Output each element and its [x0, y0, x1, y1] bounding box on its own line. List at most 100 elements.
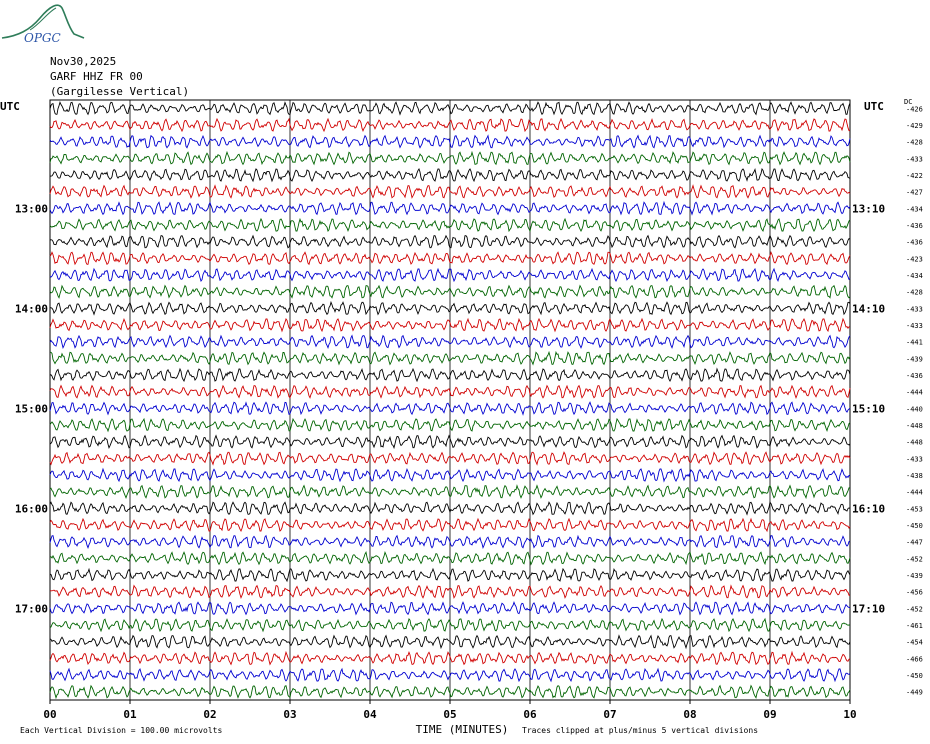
dc-offset-label: -444	[906, 389, 923, 397]
dc-offset-label: -448	[906, 422, 923, 430]
trace-line	[49, 684, 851, 700]
trace-line	[49, 401, 851, 416]
logo-text: OPGC	[24, 31, 61, 45]
trace-line	[49, 367, 851, 383]
trace-line	[49, 234, 851, 249]
x-tick-label: 02	[203, 708, 216, 721]
clipping-note: Traces clipped at plus/minus 5 vertical …	[522, 726, 758, 735]
left-utc-label: UTC	[0, 100, 20, 113]
dc-offset-label: -422	[906, 172, 923, 180]
right-utc-label: UTC	[864, 100, 884, 113]
x-tick-label: 06	[523, 708, 537, 721]
trace-line	[50, 350, 851, 366]
channel-name: GARF HHZ FR 00	[50, 70, 143, 83]
trace-line	[49, 551, 851, 566]
x-tick-label: 04	[363, 708, 377, 721]
dc-offset-label: -441	[906, 339, 923, 347]
left-hour-label: 17:00	[15, 602, 48, 615]
trace-line	[49, 650, 851, 666]
dc-offset-label: -436	[906, 222, 923, 230]
dc-offset-label: -466	[906, 655, 923, 663]
dc-offset-label: -444	[906, 489, 923, 497]
x-tick-label: 01	[123, 708, 137, 721]
dc-offset-label: -433	[906, 455, 923, 463]
x-tick-label: 07	[603, 708, 616, 721]
dc-offset-label: -456	[906, 589, 923, 597]
station-name: (Gargilesse Vertical)	[50, 85, 190, 98]
seismic-traces	[49, 101, 851, 700]
left-hour-label: 16:00	[15, 502, 48, 515]
trace-line	[49, 117, 850, 133]
dc-offset-label: -433	[906, 305, 923, 313]
trace-line	[49, 250, 851, 266]
dc-offset-label: -450	[906, 522, 923, 530]
dc-offset-label: -433	[906, 322, 923, 330]
right-hour-label: 16:10	[852, 502, 885, 515]
trace-line	[49, 617, 851, 633]
left-hour-label: 13:00	[15, 202, 48, 215]
x-tick-label: 08	[683, 708, 696, 721]
dc-offset-label: -429	[906, 122, 923, 130]
trace-line	[49, 501, 851, 516]
dc-offset-label: -447	[906, 539, 923, 547]
dc-offset-label: -452	[906, 605, 923, 613]
trace-line	[49, 267, 851, 283]
trace-line	[49, 384, 851, 400]
dc-offset-label: -454	[906, 639, 923, 647]
trace-line	[49, 184, 851, 199]
trace-line	[49, 317, 851, 333]
trace-line	[49, 334, 851, 350]
dc-offset-label: -453	[906, 505, 923, 513]
trace-line	[49, 300, 851, 316]
right-hour-label: 17:10	[852, 602, 885, 615]
dc-offset-label: -436	[906, 372, 923, 380]
trace-line	[49, 284, 851, 299]
left-hour-label: 14:00	[15, 302, 48, 315]
dc-offset-label: -450	[906, 672, 923, 680]
trace-line	[49, 217, 851, 233]
dc-offset-label: -427	[906, 189, 923, 197]
dc-offset-label: -438	[906, 472, 923, 480]
axis-labels: 00 01 02 03 04 05 06 07 08 09 10 -426 -429 -428 -433 -4…	[0, 98, 923, 736]
dc-offset-label: -433	[906, 155, 923, 163]
x-tick-label: 09	[763, 708, 776, 721]
trace-line	[49, 417, 851, 433]
plot-date: Nov30,2025	[50, 55, 117, 68]
dc-offset-label: -434	[906, 272, 923, 280]
trace-line	[49, 634, 851, 650]
x-tick-label: 00	[43, 708, 56, 721]
x-axis-label: TIME (MINUTES)	[416, 723, 509, 736]
trace-line	[49, 600, 851, 616]
dc-offset-label: -461	[906, 622, 923, 630]
trace-line	[49, 167, 851, 183]
trace-line	[49, 200, 851, 216]
dc-offset-label: -428	[906, 139, 923, 147]
dc-offset-label: -449	[906, 689, 923, 697]
right-hour-label: 14:10	[852, 302, 885, 315]
dc-offset-label: -434	[906, 205, 923, 213]
trace-line	[49, 467, 850, 483]
dc-offset-label: -439	[906, 572, 923, 580]
time-grid	[49, 99, 851, 704]
vertical-division-note: Each Vertical Division = 100.00 microvol…	[20, 726, 222, 735]
trace-line	[49, 484, 850, 500]
x-tick-label: 03	[283, 708, 296, 721]
dc-offset-label: -423	[906, 255, 923, 263]
trace-line	[49, 434, 851, 450]
dc-offset-label: -439	[906, 355, 923, 363]
trace-line	[49, 667, 851, 683]
trace-line	[49, 517, 851, 533]
dc-offset-label: -426	[906, 105, 923, 113]
dc-offset-label: -452	[906, 555, 923, 563]
right-hour-label: 13:10	[852, 202, 885, 215]
trace-line	[49, 134, 851, 149]
left-hour-label: 15:00	[15, 402, 48, 415]
trace-line	[49, 451, 851, 466]
trace-line	[50, 584, 851, 600]
dc-offset-label: -436	[906, 239, 923, 247]
x-tick-label: 10	[843, 708, 856, 721]
x-tick-label: 05	[443, 708, 456, 721]
dc-offset-label: -428	[906, 289, 923, 297]
opgc-logo: OPGC	[1, 4, 85, 45]
